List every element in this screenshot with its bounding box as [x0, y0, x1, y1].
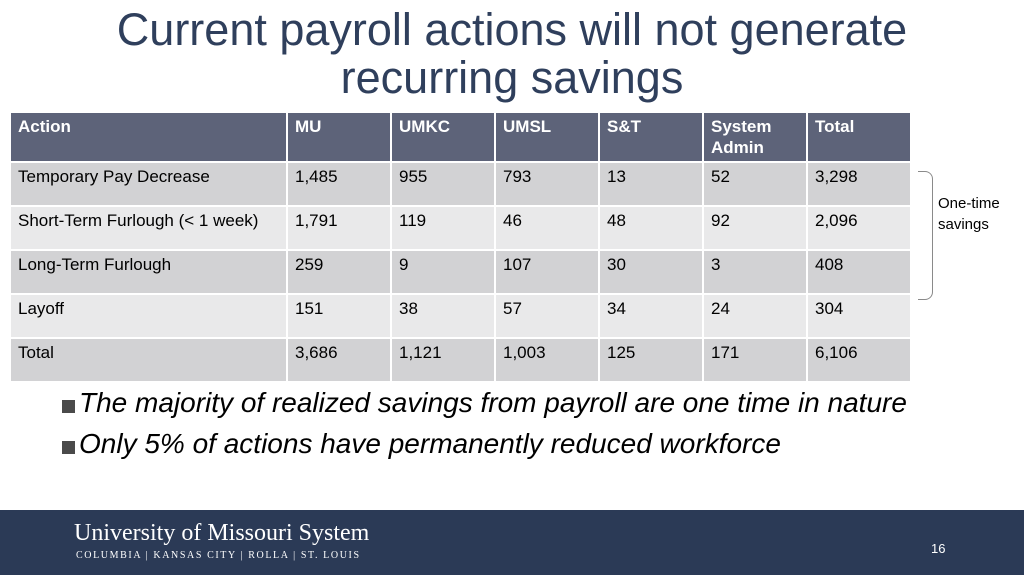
table-cell: 3 [702, 249, 808, 295]
table-cell: 48 [598, 205, 704, 251]
one-time-savings-label: One-time savings [938, 195, 1000, 233]
one-time-savings-bracket [918, 171, 933, 300]
table-cell: Long-Term Furlough [9, 249, 288, 295]
table-cell: 259 [286, 249, 392, 295]
table-cell: 1,791 [286, 205, 392, 251]
org-logo-name: University of Missouri System [74, 520, 370, 546]
table-cell: 38 [390, 293, 496, 339]
table-row: Long-Term Furlough 259 9 107 30 3 408 [9, 249, 912, 295]
table-cell: 92 [702, 205, 808, 251]
table-cell: Total [9, 337, 288, 383]
table-cell: 3,686 [286, 337, 392, 383]
table-cell: 52 [702, 161, 808, 207]
bullet-list: The majority of realized savings from pa… [62, 386, 942, 468]
page-number: 16 [931, 541, 946, 556]
table-cell: 151 [286, 293, 392, 339]
header-system-admin: System Admin [702, 111, 808, 163]
table-cell: 2,096 [806, 205, 912, 251]
table-cell: 34 [598, 293, 704, 339]
table-cell: Temporary Pay Decrease [9, 161, 288, 207]
table-row: Layoff 151 38 57 34 24 304 [9, 293, 912, 339]
table-cell: 1,121 [390, 337, 496, 383]
table-cell: 171 [702, 337, 808, 383]
header-mu: MU [286, 111, 392, 163]
square-bullet-icon [62, 441, 75, 454]
payroll-actions-table: Action MU UMKC UMSL S&T System Admin Tot… [9, 111, 912, 383]
slide-title-line2: recurring savings [340, 52, 684, 103]
table-row-total: Total 3,686 1,121 1,003 125 171 6,106 [9, 337, 912, 383]
table-cell: 955 [390, 161, 496, 207]
table-row: Short-Term Furlough (< 1 week) 1,791 119… [9, 205, 912, 251]
bullet-item: The majority of realized savings from pa… [62, 386, 942, 419]
table-cell: 46 [494, 205, 600, 251]
header-st: S&T [598, 111, 704, 163]
table-cell: 793 [494, 161, 600, 207]
table-cell: Layoff [9, 293, 288, 339]
table-cell: 125 [598, 337, 704, 383]
table-cell: 119 [390, 205, 496, 251]
header-action: Action [9, 111, 288, 163]
table-cell: 1,485 [286, 161, 392, 207]
table-cell: 3,298 [806, 161, 912, 207]
table-cell: 57 [494, 293, 600, 339]
bullet-text: Only 5% of actions have permanently redu… [79, 428, 781, 459]
table-cell: 1,003 [494, 337, 600, 383]
table-cell: 24 [702, 293, 808, 339]
header-total: Total [806, 111, 912, 163]
table-row: Temporary Pay Decrease 1,485 955 793 13 … [9, 161, 912, 207]
table-cell: 107 [494, 249, 600, 295]
bullet-item: Only 5% of actions have permanently redu… [62, 427, 942, 460]
org-campuses: COLUMBIA | KANSAS CITY | ROLLA | ST. LOU… [76, 550, 361, 561]
table-cell: Short-Term Furlough (< 1 week) [9, 205, 288, 251]
square-bullet-icon [62, 400, 75, 413]
table-cell: 304 [806, 293, 912, 339]
table-cell: 6,106 [806, 337, 912, 383]
table-cell: 408 [806, 249, 912, 295]
table-cell: 30 [598, 249, 704, 295]
table-cell: 13 [598, 161, 704, 207]
bullet-text: The majority of realized savings from pa… [79, 387, 907, 418]
slide-title-line1: Current payroll actions will not generat… [116, 4, 908, 55]
footer-bar: University of Missouri System COLUMBIA |… [0, 510, 1024, 575]
header-umsl: UMSL [494, 111, 600, 163]
table-header-row: Action MU UMKC UMSL S&T System Admin Tot… [9, 111, 912, 163]
slide-title: Current payroll actions will not generat… [0, 6, 1024, 102]
table-cell: 9 [390, 249, 496, 295]
header-umkc: UMKC [390, 111, 496, 163]
